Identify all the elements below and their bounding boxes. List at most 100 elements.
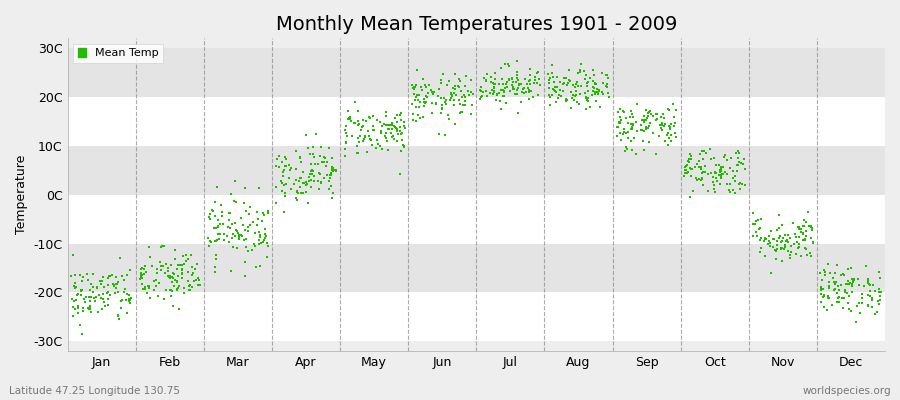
Point [861,292,876,298]
Point [321,145,336,151]
Point [309,131,323,137]
Point [487,85,501,92]
Point [512,81,526,87]
Point [669,133,683,140]
Point [513,99,527,106]
Point [722,186,736,193]
Point [122,298,137,304]
Point [828,281,842,288]
Point [708,170,723,176]
Point [706,179,720,186]
Point [664,138,679,144]
Point [366,127,381,134]
Point [301,200,315,206]
Point [255,218,269,224]
Point [838,287,852,293]
Point [310,178,325,184]
Point [728,178,742,184]
Point [852,310,867,316]
Point [73,287,87,294]
Point [270,156,284,162]
Point [642,123,656,129]
Point [112,254,127,261]
Point [96,296,111,302]
Point [736,155,751,162]
Point [635,117,650,123]
Point [680,169,695,175]
Point [225,244,239,250]
Point [509,90,524,97]
Point [873,297,887,303]
Point [365,122,380,129]
Point [613,118,627,125]
Point [698,168,712,175]
Point [254,240,268,246]
Point [434,110,448,116]
Point [572,90,587,97]
Point [68,296,83,303]
Point [790,224,805,230]
Point [718,152,733,158]
Point [248,241,262,247]
Point [381,122,395,128]
Point [662,124,677,130]
Point [698,147,712,154]
Point [289,177,303,184]
Point [464,76,479,83]
Point [248,230,262,236]
Point [766,236,780,242]
Point [683,151,698,158]
Point [394,117,409,124]
Point [666,101,680,108]
Legend: Mean Temp: Mean Temp [73,44,164,63]
Point [667,114,681,120]
Point [258,232,273,239]
Point [168,276,183,283]
Point [559,75,573,81]
Point [296,180,310,186]
Point [140,283,155,290]
Point [569,81,583,87]
Point [222,210,237,216]
Point [223,268,238,274]
Point [202,216,217,222]
Title: Monthly Mean Temperatures 1901 - 2009: Monthly Mean Temperatures 1901 - 2009 [275,15,677,34]
Point [313,170,328,177]
Point [653,125,668,132]
Point [590,89,604,95]
Point [379,109,393,116]
Point [101,282,115,289]
Point [873,274,887,281]
Point [788,241,802,247]
Point [183,287,197,293]
Point [862,288,877,294]
Point [816,267,831,274]
Point [842,281,856,288]
Point [71,303,86,310]
Point [753,249,768,256]
Point [621,120,635,126]
Point [680,170,694,176]
Point [379,130,393,136]
Point [328,167,343,174]
Point [487,81,501,87]
Point [381,126,395,132]
Point [626,121,640,127]
Point [491,90,506,97]
Point [166,270,180,276]
Point [139,269,153,275]
Point [464,102,479,109]
Point [210,184,224,190]
Point [252,241,266,248]
Point [621,129,635,136]
Point [356,123,370,129]
Point [483,73,498,80]
Point [369,144,383,151]
Point [708,188,723,195]
Point [181,278,195,284]
Point [566,82,580,88]
Point [712,162,726,168]
Point [137,271,151,278]
Point [830,299,844,305]
Point [752,226,766,233]
